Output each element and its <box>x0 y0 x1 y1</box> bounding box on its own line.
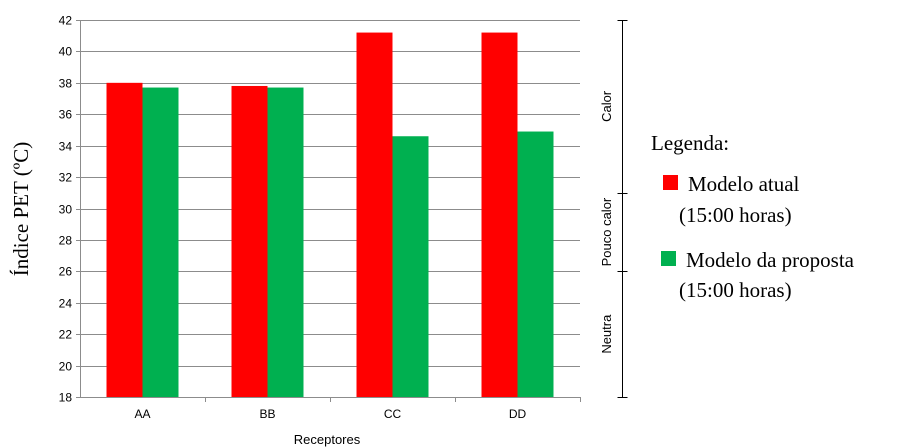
bar-cc-modelo-da-proposta <box>392 136 429 397</box>
legend-swatch-modelo-atual <box>663 175 678 190</box>
zone-axis: Neutra Pouco calor Calor <box>599 20 628 398</box>
y-tick-label: 24 <box>59 297 73 311</box>
bar-aa-modelo-da-proposta <box>142 87 179 397</box>
bar-bb-modelo-da-proposta <box>267 87 304 397</box>
y-tick-label: 38 <box>59 77 73 91</box>
y-tick-label: 42 <box>59 14 73 28</box>
y-tick-label: 32 <box>59 171 73 185</box>
y-tick-label: 22 <box>59 328 73 342</box>
y-tick-label: 36 <box>59 108 73 122</box>
zone-label-pouco-calor: Pouco calor <box>599 197 614 266</box>
legend-label-modelo-da-proposta-line2: (15:00 horas) <box>679 278 792 302</box>
bar-aa-modelo-atual <box>106 82 143 397</box>
legend-label-modelo-atual-line2: (15:00 horas) <box>679 203 792 227</box>
legend: Legenda: Modelo atual (15:00 horas) Mode… <box>651 131 855 302</box>
y-axis-label: Índice PET (ºC) <box>9 142 33 276</box>
x-tick-label: DD <box>509 407 527 421</box>
y-tick-label: 28 <box>59 234 73 248</box>
legend-label-modelo-atual: Modelo atual <box>688 172 800 196</box>
y-tick-labels: 18 20 22 24 26 28 30 32 34 36 38 40 42 <box>59 14 73 405</box>
x-tick-label: AA <box>134 407 150 421</box>
bar-dd-modelo-atual <box>481 32 518 398</box>
x-tick-label: CC <box>384 407 402 421</box>
y-tick-label: 18 <box>59 391 73 405</box>
legend-title: Legenda: <box>651 131 729 155</box>
y-tick-label: 20 <box>59 360 73 374</box>
x-axis-label: Receptores <box>294 432 361 447</box>
axes <box>76 20 581 402</box>
y-tick-label: 40 <box>59 45 73 59</box>
y-tick-label: 30 <box>59 203 73 217</box>
zone-label-neutra: Neutra <box>599 314 614 354</box>
legend-swatch-modelo-da-proposta <box>661 251 676 266</box>
y-tick-label: 34 <box>59 140 73 154</box>
legend-label-modelo-da-proposta: Modelo da proposta <box>686 248 855 272</box>
bar-bb-modelo-atual <box>231 85 268 397</box>
zone-label-calor: Calor <box>599 90 614 122</box>
bar-dd-modelo-da-proposta <box>517 131 554 397</box>
x-tick-label: BB <box>259 407 275 421</box>
bars <box>106 32 554 398</box>
y-tick-label: 26 <box>59 265 73 279</box>
x-tick-labels: AA BB CC DD <box>134 407 526 421</box>
bar-cc-modelo-atual <box>356 32 393 398</box>
